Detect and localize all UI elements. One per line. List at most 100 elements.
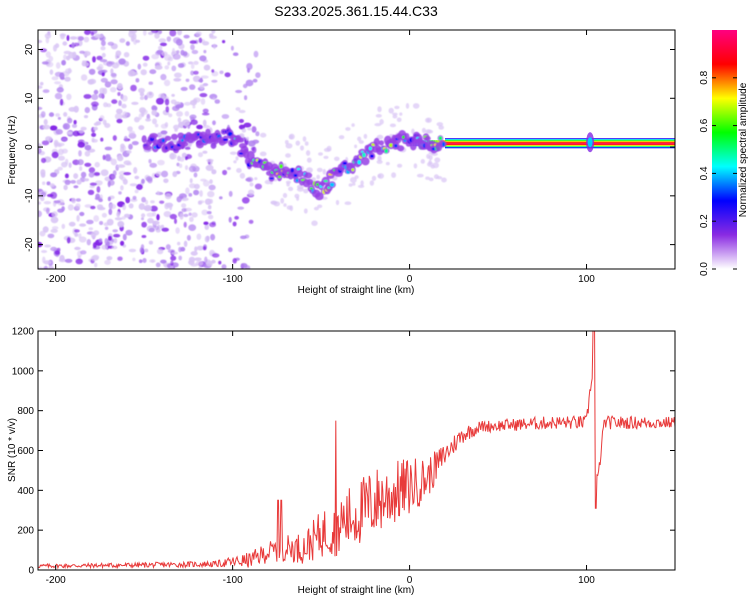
noise-blob	[245, 136, 250, 141]
y-tick-label: 800	[17, 406, 34, 417]
noise-blob	[104, 146, 113, 151]
noise-blob	[306, 167, 313, 173]
noise-blob	[104, 259, 111, 265]
noise-blob	[88, 227, 94, 231]
noise-blob	[83, 94, 92, 99]
noise-blob	[74, 232, 79, 237]
noise-blob	[77, 159, 84, 166]
noise-blob	[43, 201, 52, 205]
noise-blob	[245, 79, 254, 87]
noise-blob	[251, 146, 255, 151]
noise-blob	[50, 246, 58, 252]
x-tick-label: 100	[578, 575, 595, 586]
noise-blob	[156, 248, 164, 255]
ridge-blob-core	[329, 182, 335, 187]
noise-blob	[177, 30, 182, 36]
noise-blob	[222, 169, 228, 176]
noise-blob	[180, 195, 184, 199]
noise-blob	[124, 213, 130, 218]
noise-blob	[121, 145, 127, 152]
noise-blob	[189, 40, 197, 44]
noise-blob	[92, 242, 97, 249]
noise-blob	[149, 69, 157, 75]
noise-blob	[138, 125, 145, 131]
noise-blob	[38, 266, 44, 269]
noise-blob	[116, 108, 123, 115]
noise-blob	[247, 189, 255, 196]
noise-blob	[93, 122, 99, 126]
noise-blob	[80, 250, 87, 255]
noise-blob	[302, 136, 307, 142]
noise-blob	[57, 208, 64, 213]
noise-blob	[259, 151, 267, 157]
noise-blob	[123, 52, 130, 58]
noise-blob	[434, 157, 441, 163]
noise-blob	[117, 92, 121, 96]
noise-blob	[66, 93, 72, 101]
noise-blob	[377, 155, 382, 162]
noise-blob	[211, 169, 217, 175]
noise-blob	[66, 236, 71, 244]
noise-blob	[143, 204, 152, 212]
noise-blob	[100, 69, 108, 74]
noise-blob	[208, 214, 214, 220]
noise-blob	[238, 119, 244, 123]
noise-blob	[212, 97, 216, 101]
noise-blob	[164, 54, 172, 61]
noise-blob	[303, 208, 308, 214]
noise-blob	[405, 103, 410, 109]
noise-blob	[93, 89, 99, 95]
noise-blob	[167, 61, 171, 66]
noise-blob	[64, 258, 73, 263]
noise-blob	[300, 145, 304, 151]
noise-blob	[92, 56, 96, 63]
noise-blob	[79, 166, 83, 171]
noise-blob	[80, 126, 87, 131]
ridge-blob-outer	[205, 128, 211, 136]
noise-blob	[238, 109, 246, 114]
noise-blob	[157, 159, 165, 166]
noise-blob	[209, 198, 213, 204]
noise-blob	[296, 187, 304, 192]
noise-blob	[375, 114, 382, 118]
noise-blob	[169, 213, 177, 220]
spectrogram-frame	[37, 29, 676, 270]
noise-blob	[61, 161, 68, 168]
noise-blob	[207, 190, 215, 198]
noise-blob	[134, 189, 139, 194]
noise-blob	[63, 184, 68, 191]
noise-blob	[121, 103, 127, 109]
noise-blob	[254, 177, 258, 181]
noise-blob	[350, 177, 357, 183]
noise-blob	[38, 210, 42, 218]
noise-blob	[80, 74, 88, 81]
noise-blob	[191, 212, 198, 218]
noise-blob	[228, 216, 232, 223]
noise-blob	[57, 116, 62, 120]
noise-blob	[252, 139, 260, 144]
noise-blob	[64, 173, 69, 179]
y-tick-label: 0	[28, 566, 34, 577]
y-tick-label: 200	[17, 526, 34, 537]
noise-blob	[203, 64, 211, 71]
noise-blob	[177, 241, 181, 246]
noise-blob	[102, 119, 107, 126]
noise-blob	[137, 63, 142, 70]
noise-blob	[357, 136, 362, 142]
noise-blob	[43, 265, 48, 269]
noise-blob	[184, 165, 189, 171]
noise-blob	[207, 205, 212, 210]
noise-blob	[363, 133, 368, 139]
noise-blob	[311, 220, 318, 226]
ridge-blob-core	[357, 160, 361, 165]
noise-blob	[122, 204, 127, 211]
noise-blob	[399, 112, 403, 116]
noise-blob	[61, 223, 66, 229]
noise-blob	[172, 171, 178, 178]
steady-line-band	[445, 140, 675, 142]
noise-blob	[116, 118, 123, 124]
colorbar-strip	[712, 30, 737, 269]
noise-blob	[433, 174, 439, 180]
noise-blob	[183, 240, 188, 247]
noise-blob	[112, 229, 118, 233]
